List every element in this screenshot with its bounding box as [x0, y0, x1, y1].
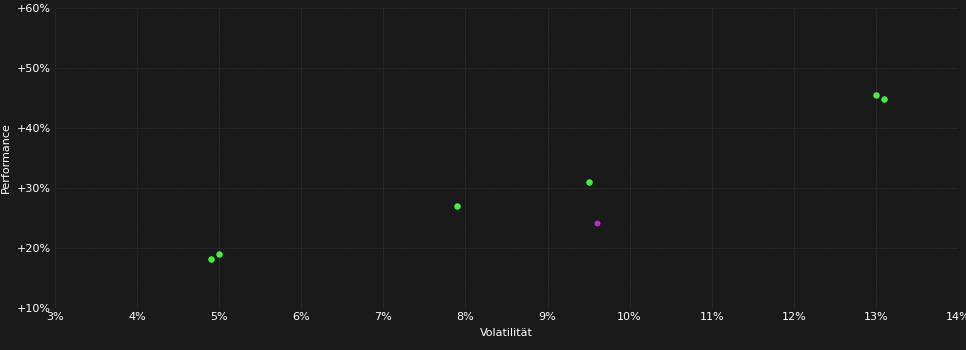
Point	[203, 256, 218, 261]
Point	[868, 92, 884, 98]
X-axis label: Volatilität: Volatilität	[480, 328, 533, 338]
Point	[589, 220, 605, 226]
Point	[876, 96, 892, 102]
Point	[449, 203, 465, 209]
Point	[581, 179, 596, 185]
Y-axis label: Performance: Performance	[1, 122, 12, 194]
Point	[212, 251, 227, 257]
